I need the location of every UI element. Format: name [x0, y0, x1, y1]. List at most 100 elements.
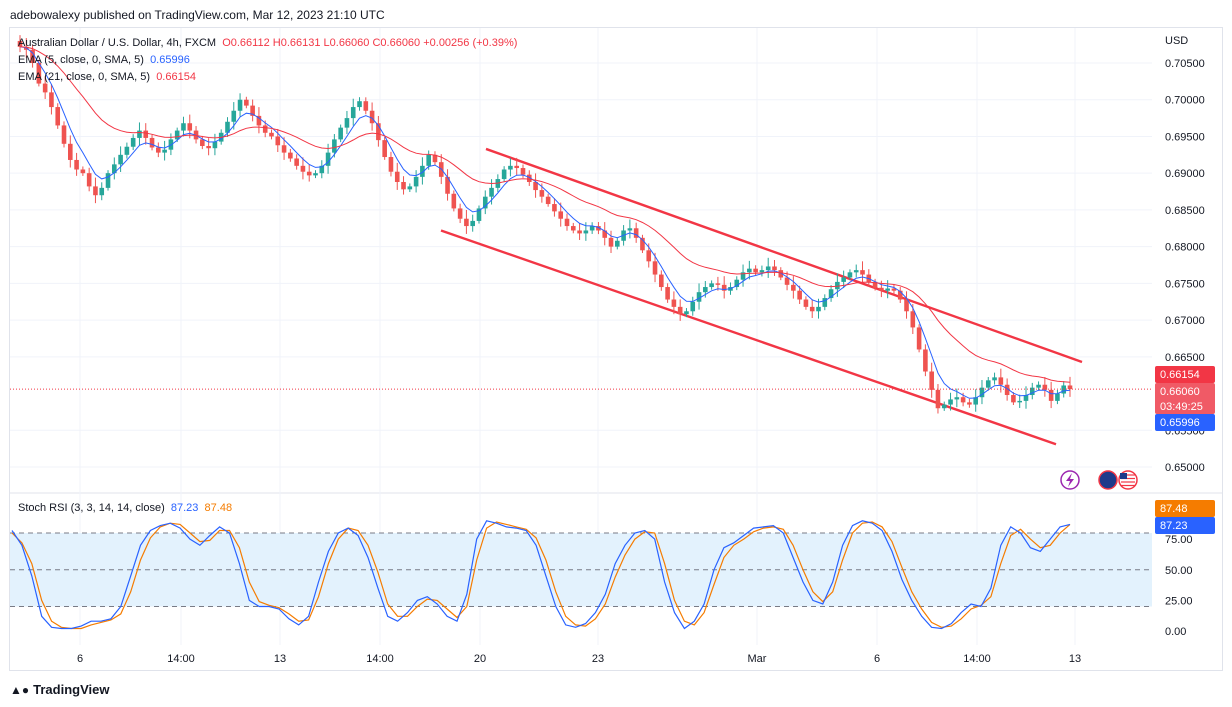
- candle-body: [1004, 384, 1010, 396]
- candle-body: [250, 105, 255, 116]
- candle-body: [1048, 389, 1054, 401]
- candle-body: [86, 173, 92, 187]
- candle-body: [225, 121, 230, 133]
- candle-body: [149, 137, 155, 148]
- candle-body: [904, 299, 909, 312]
- candle-body: [394, 171, 400, 182]
- candle-body: [1036, 384, 1041, 388]
- candle-body: [350, 107, 356, 119]
- candle-body: [99, 187, 105, 196]
- candle-body: [853, 270, 859, 273]
- candle-body: [237, 99, 243, 111]
- tradingview-logo: ▲● TradingView: [10, 682, 109, 697]
- candle-body: [671, 299, 677, 307]
- stoch-d-badge-text: 87.48: [1160, 503, 1188, 515]
- candle-body: [262, 125, 268, 133]
- channel-layer: [440, 147, 1083, 446]
- candle-body: [313, 173, 318, 176]
- stoch-band-layer: [10, 532, 1152, 607]
- candle-body: [596, 226, 601, 231]
- candle-body: [797, 290, 802, 300]
- candle-body: [464, 218, 469, 227]
- candle-body: [1017, 400, 1023, 403]
- candle-body: [61, 125, 67, 144]
- candle-body: [539, 190, 545, 197]
- candle-body: [1067, 385, 1073, 390]
- ema5-price-badge-text: 0.65996: [1160, 417, 1200, 429]
- candle-body: [413, 176, 419, 187]
- ema5-value: 0.65996: [150, 54, 190, 66]
- time-tick-label: 13: [274, 653, 286, 665]
- candle-body: [967, 402, 972, 405]
- ema21-label: EMA (21, close, 0, SMA, 5): [18, 71, 151, 83]
- candle-body: [1023, 395, 1029, 401]
- candle-body: [470, 220, 475, 227]
- candle-body: [602, 230, 608, 238]
- candle-body: [891, 288, 897, 291]
- candle-body: [690, 301, 696, 312]
- time-tick-label: 14:00: [167, 653, 195, 665]
- candle-body: [306, 171, 312, 176]
- ema5-label: EMA (5, close, 0, SMA, 5): [18, 54, 144, 66]
- candle-body: [319, 165, 325, 174]
- ema-layer: [10, 46, 1152, 399]
- stoch-d-badge: [1155, 500, 1215, 517]
- candle-body: [457, 208, 463, 219]
- candle-body: [80, 169, 86, 174]
- channel-upper-line: [485, 147, 1083, 364]
- candle-body: [709, 283, 714, 288]
- stoch-k-badge-text: 87.23: [1160, 520, 1188, 532]
- candle-body: [275, 136, 281, 146]
- candle-body: [344, 118, 350, 128]
- candle-body: [206, 146, 211, 149]
- candle-body: [426, 154, 431, 166]
- icon-layer: [1060, 470, 1138, 490]
- candle-body: [482, 196, 488, 209]
- publisher-caption: adebowalexy published on TradingView.com…: [10, 8, 385, 22]
- candle-body: [17, 40, 23, 47]
- stoch-label: Stoch RSI (3, 3, 14, 14, close): [18, 502, 165, 514]
- price-tick-label: 0.68000: [1165, 242, 1205, 254]
- candle-body: [231, 110, 237, 122]
- candle-body: [269, 132, 274, 137]
- stoch-k-value: 87.23: [170, 502, 199, 514]
- candle-body: [778, 270, 784, 278]
- stoch-tick-label: 0.00: [1165, 626, 1186, 638]
- candle-body: [897, 290, 903, 300]
- candle-body: [929, 371, 934, 390]
- candle-body: [244, 99, 249, 106]
- lightning-bolt-icon: [1066, 473, 1074, 487]
- candle-body: [520, 168, 526, 175]
- candle-body: [1042, 384, 1048, 390]
- price-tick-label: 0.66500: [1165, 352, 1205, 364]
- candle-body: [665, 287, 670, 300]
- candle-body: [608, 237, 614, 247]
- candle-body: [49, 92, 54, 108]
- candle-body: [570, 226, 576, 231]
- candle-body: [1029, 387, 1035, 396]
- candle-body: [325, 152, 331, 166]
- candle-body: [420, 165, 425, 177]
- candle-body: [803, 299, 809, 307]
- candle-body: [935, 389, 941, 409]
- candle-body: [558, 211, 564, 219]
- candle-body: [979, 387, 985, 398]
- ema21-price-badge-text: 0.66154: [1160, 369, 1200, 381]
- candle-body: [589, 226, 595, 231]
- candle-body: [941, 404, 947, 409]
- candle-body: [879, 287, 884, 291]
- candle-body: [627, 228, 633, 231]
- price-tick-label: 0.70000: [1165, 95, 1205, 107]
- candle-body: [828, 289, 834, 299]
- stoch-d-line: [11, 521, 1071, 630]
- stoch-k-line: [11, 520, 1071, 630]
- candle-body: [451, 193, 457, 209]
- main-legend: Australian Dollar / U.S. Dollar, 4h, FXC…: [18, 35, 517, 86]
- candle-body: [288, 152, 293, 159]
- ema5-price-badge: [1155, 414, 1215, 431]
- price-tick-label: 0.69000: [1165, 168, 1205, 180]
- candle-body: [809, 306, 815, 312]
- candle-body: [369, 110, 375, 124]
- candle-body: [677, 306, 683, 315]
